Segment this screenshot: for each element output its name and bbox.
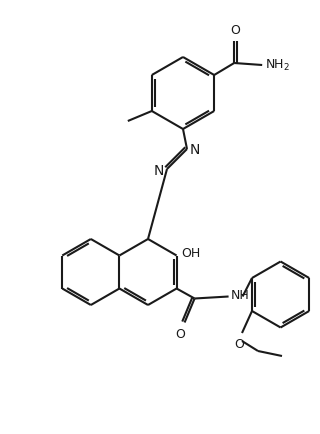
Text: OH: OH — [181, 247, 201, 260]
Text: N: N — [154, 164, 164, 178]
Text: NH: NH — [231, 289, 249, 302]
Text: O: O — [176, 328, 186, 341]
Text: NH$_2$: NH$_2$ — [265, 57, 290, 72]
Text: N: N — [190, 143, 200, 157]
Text: O: O — [234, 338, 244, 351]
Text: O: O — [230, 24, 240, 37]
